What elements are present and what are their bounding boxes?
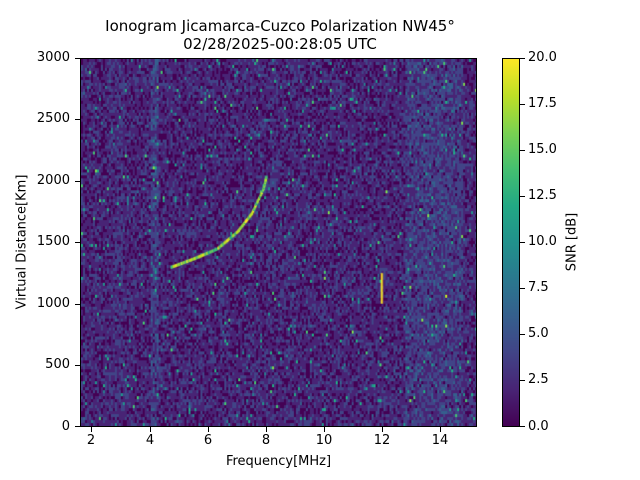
chart-title: Ionogram Jicamarca-Cuzco Polarization NW… — [105, 17, 455, 35]
colorbar-tick-label: 5.0 — [528, 326, 549, 341]
x-tick-label: 10 — [315, 433, 333, 448]
x-tick-label: 12 — [373, 433, 391, 448]
colorbar-tick-label: 15.0 — [528, 142, 557, 157]
colorbar-tick-label: 20.0 — [528, 50, 557, 65]
colorbar-tick-label: 10.0 — [528, 234, 557, 249]
y-tick-label: 2500 — [36, 111, 70, 126]
y-tick-label: 3000 — [36, 50, 70, 65]
colorbar-tick-label: 7.5 — [528, 280, 549, 295]
y-tick-label: 2000 — [36, 173, 70, 188]
chart-subtitle: 02/28/2025-00:28:05 UTC — [183, 35, 377, 53]
y-axis-label: Virtual Distance[Km] — [14, 174, 30, 310]
y-tick-label: 1000 — [36, 296, 70, 311]
colorbar-tick-label: 12.5 — [528, 188, 557, 203]
colorbar-label: SNR [dB] — [564, 212, 580, 272]
y-tick-label: 0 — [61, 419, 70, 434]
y-tick-label: 500 — [45, 357, 70, 372]
x-tick-label: 4 — [145, 433, 155, 448]
x-tick-label: 6 — [203, 433, 213, 448]
plot-area — [80, 58, 477, 427]
x-axis-label: Frequency[MHz] — [225, 454, 332, 469]
x-tick-label: 14 — [431, 433, 449, 448]
colorbar — [502, 58, 520, 427]
ionogram-heatmap — [81, 59, 476, 426]
x-tick-label: 8 — [261, 433, 271, 448]
colorbar-tick-label: 0.0 — [528, 419, 549, 434]
x-tick-label: 2 — [86, 433, 96, 448]
y-tick-label: 1500 — [36, 234, 70, 249]
colorbar-tick-label: 2.5 — [528, 372, 549, 387]
colorbar-tick-label: 17.5 — [528, 96, 557, 111]
